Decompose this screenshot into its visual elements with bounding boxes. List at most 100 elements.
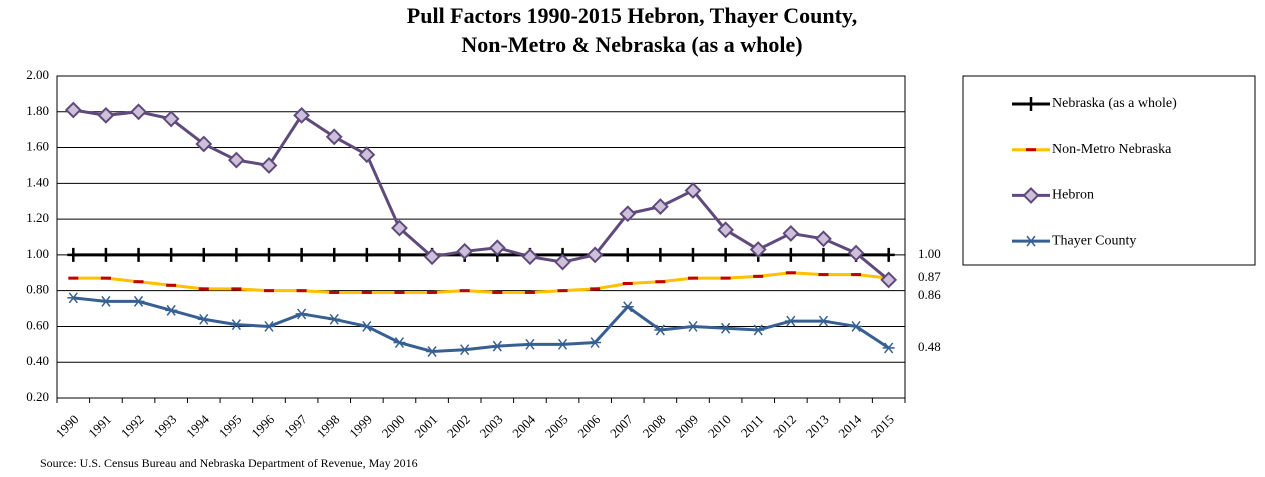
marker (99, 247, 112, 262)
asterisk-stroke (199, 313, 209, 325)
marker (882, 247, 895, 262)
marker (394, 290, 405, 294)
series-line (73, 296, 890, 354)
marker (162, 110, 180, 128)
dash (68, 276, 79, 280)
marker (554, 253, 571, 271)
marker (621, 247, 634, 262)
marker (492, 290, 503, 294)
marker (1025, 97, 1037, 111)
diamond (847, 244, 865, 262)
marker (655, 280, 666, 284)
marker (785, 271, 796, 275)
diamond (619, 205, 637, 223)
dash (198, 287, 209, 291)
diamond (293, 106, 311, 124)
y-tick-label: 1.00 (26, 246, 49, 261)
dash (818, 273, 829, 277)
diamond (521, 248, 539, 266)
asterisk-stroke (362, 320, 372, 332)
marker (880, 271, 898, 289)
diamond (749, 241, 767, 258)
x-tick-label: 2007 (607, 411, 636, 440)
chart-subtitle: Non-Metro & Nebraska (as a whole) (461, 32, 802, 57)
marker (166, 283, 177, 287)
y-tick-label: 1.80 (26, 103, 49, 118)
marker (752, 324, 765, 336)
asterisk-stroke (297, 308, 307, 320)
dash (459, 289, 470, 293)
marker (782, 225, 800, 242)
diamond (651, 198, 669, 216)
marker (847, 244, 865, 262)
marker (427, 290, 438, 294)
legend-label: Hebron (1052, 188, 1094, 203)
asterisk-stroke (721, 322, 731, 334)
marker (684, 182, 702, 199)
x-tick-label: 1999 (346, 412, 375, 441)
asterisk-stroke (818, 315, 829, 327)
marker (459, 289, 470, 293)
marker (132, 295, 145, 307)
data-label: 0.86 (918, 287, 941, 302)
dash (264, 289, 274, 293)
marker (586, 246, 604, 264)
dash (720, 276, 731, 280)
marker (749, 241, 767, 258)
marker (688, 276, 698, 280)
marker (68, 276, 79, 280)
dash (166, 283, 177, 287)
diamond (1022, 186, 1040, 204)
dash (492, 290, 503, 294)
asterisk-stroke (460, 344, 470, 356)
legend-label: Thayer County (1052, 233, 1136, 248)
marker (67, 292, 80, 304)
asterisk-stroke (753, 324, 763, 336)
dash (785, 271, 796, 275)
marker (263, 247, 275, 262)
y-tick-label: 0.20 (26, 389, 49, 404)
marker (197, 313, 210, 325)
x-tick-label: 2010 (705, 412, 734, 441)
legend-box (962, 75, 1256, 266)
x-tick-label: 2013 (803, 412, 832, 441)
x-tick-label: 2005 (542, 412, 571, 441)
marker (197, 247, 210, 262)
dash (557, 289, 568, 293)
x-tick-label: 2009 (672, 412, 701, 441)
marker (328, 313, 341, 325)
marker (882, 342, 895, 354)
legend-label: Non-Metro Nebraska (1052, 142, 1172, 157)
y-tick-label: 2.00 (26, 67, 49, 82)
asterisk-stroke (394, 337, 405, 349)
marker (67, 247, 80, 262)
x-tick-label: 2001 (411, 412, 440, 441)
marker (784, 247, 797, 262)
x-tick-label: 1998 (313, 412, 342, 441)
marker (753, 274, 764, 278)
y-tick-label: 1.40 (26, 174, 49, 189)
diamond (130, 103, 147, 121)
y-tick-label: 0.40 (26, 353, 49, 368)
marker (850, 320, 863, 332)
data-label: 1.00 (918, 246, 941, 261)
asterisk-stroke (427, 346, 437, 357)
asterisk-stroke (590, 337, 600, 349)
diamond (456, 242, 474, 260)
marker (557, 289, 568, 293)
marker (687, 320, 699, 332)
marker (556, 338, 569, 350)
diamond (684, 182, 702, 199)
diamond (260, 157, 278, 174)
marker (391, 219, 408, 237)
marker (260, 157, 278, 174)
marker (590, 287, 601, 291)
x-tick-label: 1993 (150, 412, 179, 441)
marker (784, 315, 797, 327)
diamond (488, 239, 506, 257)
x-tick-label: 2008 (640, 412, 669, 441)
dash (427, 290, 438, 294)
marker (360, 247, 373, 262)
dash (753, 274, 764, 278)
